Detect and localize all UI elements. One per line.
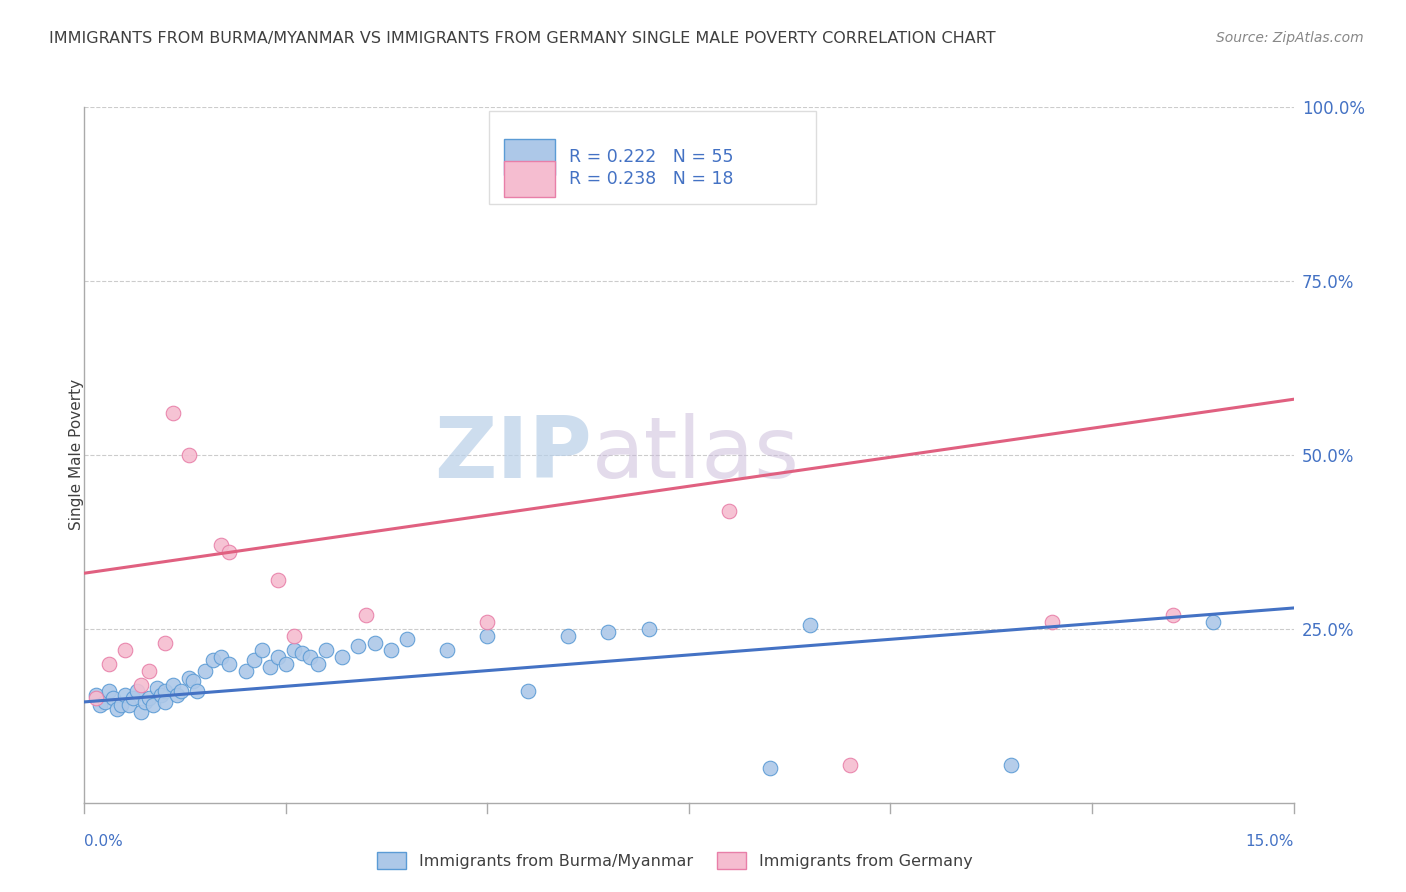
Text: R = 0.222   N = 55: R = 0.222 N = 55 xyxy=(569,148,734,166)
Point xyxy=(179,671,201,685)
Point xyxy=(250,642,273,657)
Point xyxy=(209,649,232,664)
Point xyxy=(758,761,780,775)
Point xyxy=(162,677,184,691)
Point xyxy=(347,639,370,653)
FancyBboxPatch shape xyxy=(489,111,815,204)
FancyBboxPatch shape xyxy=(503,161,555,197)
Point xyxy=(356,607,378,622)
Point xyxy=(202,653,225,667)
Point xyxy=(114,688,136,702)
Point xyxy=(153,636,176,650)
Point xyxy=(1161,607,1184,622)
Point xyxy=(218,545,240,559)
Text: ZIP: ZIP xyxy=(434,413,592,497)
FancyBboxPatch shape xyxy=(503,139,555,175)
Point xyxy=(395,632,418,647)
Point xyxy=(129,706,152,720)
Point xyxy=(134,695,156,709)
Text: 0.0%: 0.0% xyxy=(84,834,124,849)
Point xyxy=(516,684,538,698)
Point xyxy=(283,642,305,657)
Point xyxy=(1202,615,1225,629)
Point xyxy=(380,642,402,657)
Point xyxy=(142,698,165,713)
Point xyxy=(86,688,108,702)
Point xyxy=(125,684,148,698)
Point xyxy=(146,681,169,695)
Point xyxy=(477,629,499,643)
Point xyxy=(129,677,152,691)
Text: 15.0%: 15.0% xyxy=(1246,834,1294,849)
Point xyxy=(138,691,160,706)
Point xyxy=(162,406,184,420)
Point xyxy=(299,649,322,664)
Point xyxy=(179,448,201,462)
Point xyxy=(153,684,176,698)
Point xyxy=(114,642,136,657)
Text: IMMIGRANTS FROM BURMA/MYANMAR VS IMMIGRANTS FROM GERMANY SINGLE MALE POVERTY COR: IMMIGRANTS FROM BURMA/MYANMAR VS IMMIGRA… xyxy=(49,31,995,46)
Point xyxy=(166,688,188,702)
Point xyxy=(186,684,208,698)
Point xyxy=(86,691,108,706)
Point xyxy=(93,695,115,709)
Point xyxy=(194,664,217,678)
Point xyxy=(307,657,329,671)
Point xyxy=(138,664,160,678)
Point xyxy=(235,664,257,678)
Point xyxy=(153,695,176,709)
Point xyxy=(242,653,264,667)
Point xyxy=(557,629,579,643)
Text: R = 0.238   N = 18: R = 0.238 N = 18 xyxy=(569,170,734,188)
Point xyxy=(267,573,290,587)
Point xyxy=(839,757,862,772)
Point xyxy=(121,691,143,706)
Point xyxy=(436,642,458,657)
Y-axis label: Single Male Poverty: Single Male Poverty xyxy=(69,379,83,531)
Point xyxy=(267,649,290,664)
Point xyxy=(218,657,240,671)
Text: Source: ZipAtlas.com: Source: ZipAtlas.com xyxy=(1216,31,1364,45)
Point xyxy=(97,657,120,671)
Legend: Immigrants from Burma/Myanmar, Immigrants from Germany: Immigrants from Burma/Myanmar, Immigrant… xyxy=(371,846,979,875)
Point xyxy=(97,684,120,698)
Point xyxy=(363,636,385,650)
Point xyxy=(181,674,204,689)
Point xyxy=(89,698,111,713)
Point xyxy=(799,618,821,632)
Point xyxy=(118,698,141,713)
Point xyxy=(105,702,128,716)
Point xyxy=(291,646,314,660)
Point xyxy=(259,660,281,674)
Point xyxy=(1000,757,1022,772)
Point xyxy=(101,691,124,706)
Point xyxy=(330,649,353,664)
Point xyxy=(110,698,132,713)
Point xyxy=(149,688,172,702)
Point xyxy=(209,538,232,552)
Point xyxy=(598,625,620,640)
Point xyxy=(283,629,305,643)
Point xyxy=(477,615,499,629)
Text: atlas: atlas xyxy=(592,413,800,497)
Point xyxy=(170,684,193,698)
Point xyxy=(315,642,337,657)
Point xyxy=(274,657,297,671)
Point xyxy=(637,622,659,636)
Point xyxy=(718,503,741,517)
Point xyxy=(1040,615,1063,629)
